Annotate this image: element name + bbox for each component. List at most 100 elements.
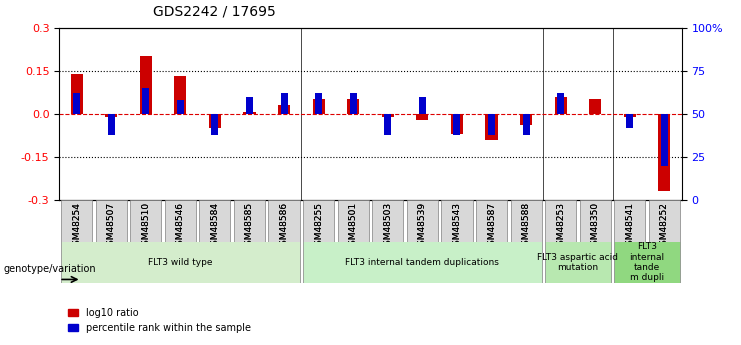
FancyBboxPatch shape: [96, 200, 127, 242]
Bar: [70, 73, 82, 114]
Text: GSM48350: GSM48350: [591, 202, 599, 251]
Text: GSM48588: GSM48588: [522, 202, 531, 251]
Text: GSM48253: GSM48253: [556, 202, 565, 251]
FancyBboxPatch shape: [476, 200, 507, 242]
Text: GSM48252: GSM48252: [660, 202, 669, 251]
Bar: [347, 99, 359, 114]
Bar: [246, 97, 253, 114]
Text: GSM48541: GSM48541: [625, 202, 634, 251]
FancyBboxPatch shape: [614, 241, 680, 283]
Text: GSM48543: GSM48543: [453, 202, 462, 251]
Text: GSM48253: GSM48253: [556, 202, 565, 251]
Text: GSM48586: GSM48586: [279, 202, 288, 251]
Bar: [209, 114, 221, 128]
Text: GSM48507: GSM48507: [107, 202, 116, 251]
FancyBboxPatch shape: [234, 200, 265, 242]
FancyBboxPatch shape: [303, 200, 334, 242]
FancyBboxPatch shape: [61, 200, 92, 242]
Legend: log10 ratio, percentile rank within the sample: log10 ratio, percentile rank within the …: [64, 304, 254, 337]
FancyBboxPatch shape: [372, 200, 403, 242]
Bar: [419, 97, 426, 114]
Bar: [485, 114, 497, 140]
Text: GSM48539: GSM48539: [418, 202, 427, 251]
Bar: [281, 93, 288, 114]
Text: genotype/variation: genotype/variation: [4, 264, 96, 274]
Text: GSM48585: GSM48585: [245, 202, 254, 251]
Text: GSM48546: GSM48546: [176, 202, 185, 251]
Bar: [416, 114, 428, 120]
FancyBboxPatch shape: [130, 200, 162, 242]
Text: GSM48501: GSM48501: [349, 202, 358, 251]
Text: GSM48252: GSM48252: [660, 202, 669, 251]
FancyBboxPatch shape: [407, 200, 438, 242]
Bar: [315, 93, 322, 114]
Text: GSM48255: GSM48255: [314, 202, 323, 251]
Text: GSM48254: GSM48254: [72, 202, 81, 251]
Bar: [73, 93, 80, 114]
Bar: [522, 114, 530, 135]
Bar: [453, 114, 460, 135]
Bar: [488, 114, 495, 135]
Bar: [211, 114, 219, 135]
Bar: [624, 114, 636, 117]
Text: GSM48350: GSM48350: [591, 202, 599, 251]
Bar: [382, 114, 393, 117]
Bar: [451, 114, 463, 134]
FancyBboxPatch shape: [442, 200, 473, 242]
FancyBboxPatch shape: [649, 200, 680, 242]
Text: GSM48543: GSM48543: [453, 202, 462, 251]
Bar: [139, 56, 152, 114]
FancyBboxPatch shape: [338, 200, 369, 242]
Text: GSM48501: GSM48501: [349, 202, 358, 251]
Text: GSM48255: GSM48255: [314, 202, 323, 251]
Text: GSM48586: GSM48586: [279, 202, 288, 251]
Text: GSM48539: GSM48539: [418, 202, 427, 251]
Bar: [313, 99, 325, 114]
Bar: [177, 100, 184, 114]
Text: GSM48587: GSM48587: [487, 202, 496, 251]
FancyBboxPatch shape: [61, 241, 299, 283]
Bar: [658, 114, 671, 191]
Bar: [520, 114, 532, 125]
Bar: [278, 105, 290, 114]
Text: GSM48584: GSM48584: [210, 202, 219, 251]
Text: GSM48510: GSM48510: [142, 202, 150, 251]
Text: FLT3 aspartic acid
mutation: FLT3 aspartic acid mutation: [537, 253, 619, 272]
FancyBboxPatch shape: [165, 200, 196, 242]
FancyBboxPatch shape: [303, 241, 542, 283]
Bar: [107, 114, 115, 135]
Bar: [557, 93, 564, 114]
Bar: [589, 99, 601, 114]
Bar: [554, 97, 567, 114]
Text: GSM48541: GSM48541: [625, 202, 634, 251]
Text: GSM48585: GSM48585: [245, 202, 254, 251]
Bar: [385, 114, 391, 135]
Text: GSM48510: GSM48510: [142, 202, 150, 251]
Text: GSM48507: GSM48507: [107, 202, 116, 251]
Text: GSM48503: GSM48503: [383, 202, 392, 251]
FancyBboxPatch shape: [614, 200, 645, 242]
Bar: [174, 77, 187, 114]
Text: GSM48584: GSM48584: [210, 202, 219, 251]
Bar: [243, 112, 256, 114]
FancyBboxPatch shape: [268, 200, 299, 242]
FancyBboxPatch shape: [545, 241, 611, 283]
Text: GDS2242 / 17695: GDS2242 / 17695: [153, 5, 276, 19]
Text: GSM48503: GSM48503: [383, 202, 392, 251]
FancyBboxPatch shape: [545, 200, 576, 242]
Text: GSM48254: GSM48254: [72, 202, 81, 251]
Text: FLT3 wild type: FLT3 wild type: [148, 258, 213, 267]
Bar: [661, 114, 668, 166]
Text: GSM48587: GSM48587: [487, 202, 496, 251]
Bar: [142, 88, 149, 114]
Bar: [105, 114, 117, 117]
Text: FLT3
internal
tande
m dupli: FLT3 internal tande m dupli: [630, 242, 665, 282]
Text: GSM48588: GSM48588: [522, 202, 531, 251]
FancyBboxPatch shape: [579, 200, 611, 242]
Text: FLT3 internal tandem duplications: FLT3 internal tandem duplications: [345, 258, 499, 267]
FancyBboxPatch shape: [199, 200, 230, 242]
Text: GSM48546: GSM48546: [176, 202, 185, 251]
Bar: [626, 114, 634, 128]
Bar: [350, 93, 356, 114]
FancyBboxPatch shape: [511, 200, 542, 242]
